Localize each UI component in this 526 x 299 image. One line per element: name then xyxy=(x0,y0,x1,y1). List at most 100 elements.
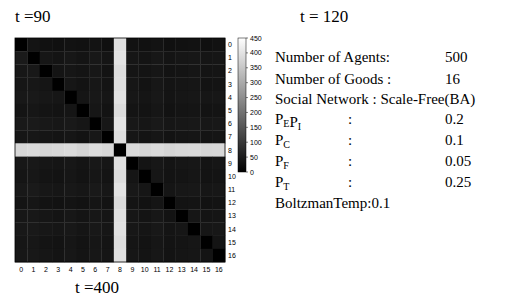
heatmap-cell xyxy=(151,236,164,249)
y-tick-label: 10 xyxy=(228,173,236,180)
heatmap-cell xyxy=(151,130,164,143)
y-tick-label: 8 xyxy=(228,147,232,154)
heatmap-cell xyxy=(213,130,226,143)
heatmap-cell xyxy=(64,78,77,91)
heatmap-cell xyxy=(139,64,152,77)
colorbar-tick xyxy=(246,97,248,98)
heatmap-cell xyxy=(126,183,139,196)
heatmap-cell xyxy=(52,209,65,222)
colorbar-tick-label: 50 xyxy=(250,154,258,161)
heatmap-cell xyxy=(40,51,53,64)
heatmap-cell xyxy=(89,196,102,209)
heatmap-cell xyxy=(176,143,189,156)
parameter-separator: : xyxy=(348,132,352,148)
heatmap-cell xyxy=(139,170,152,183)
heatmap-cell xyxy=(89,222,102,235)
heatmap-cell xyxy=(114,157,127,170)
heatmap-cell xyxy=(200,157,213,170)
heatmap-cell xyxy=(52,38,65,51)
heatmap-cell xyxy=(101,157,114,170)
heatmap-cell xyxy=(151,157,164,170)
heatmap-cell xyxy=(213,236,226,249)
heatmap-cell xyxy=(15,249,28,262)
heatmap-cell xyxy=(126,104,139,117)
heatmap-cell xyxy=(176,209,189,222)
heatmap-cell xyxy=(213,157,226,170)
y-tick-label: 3 xyxy=(228,81,232,88)
heatmap-cell xyxy=(139,38,152,51)
label-text: Number of Agents: xyxy=(275,49,390,65)
heatmap-cell xyxy=(52,130,65,143)
heatmap-cell xyxy=(213,64,226,77)
heatmap-cell xyxy=(176,51,189,64)
heatmap-cell xyxy=(77,249,90,262)
heatmap-cell xyxy=(114,38,127,51)
parameter-label: PT xyxy=(275,174,289,192)
y-tick-label: 4 xyxy=(228,94,232,101)
heatmap-cell xyxy=(200,130,213,143)
heatmap-cell xyxy=(176,104,189,117)
heatmap-cell xyxy=(101,236,114,249)
heatmap-cell xyxy=(64,38,77,51)
heatmap-cell xyxy=(77,183,90,196)
heatmap-cell xyxy=(200,222,213,235)
heatmap-cell xyxy=(77,38,90,51)
heatmap-cell xyxy=(188,209,201,222)
heatmap-cell xyxy=(101,117,114,130)
colorbar xyxy=(238,38,246,172)
heatmap-cell xyxy=(15,143,28,156)
heatmap-cell xyxy=(64,170,77,183)
heatmap-cell xyxy=(15,157,28,170)
x-tick-label: 9 xyxy=(130,266,134,273)
heatmap-cell xyxy=(213,170,226,183)
heatmap-cell xyxy=(126,91,139,104)
heatmap-cell xyxy=(213,196,226,209)
heatmap-cell xyxy=(77,51,90,64)
heatmap-cell xyxy=(139,183,152,196)
x-tick-label: 6 xyxy=(93,266,97,273)
parameter-label: Number of Agents: xyxy=(275,49,390,65)
heatmap-cell xyxy=(101,51,114,64)
heatmap-cell xyxy=(77,117,90,130)
heatmap-cell xyxy=(163,157,176,170)
heatmap-cell xyxy=(163,91,176,104)
heatmap-cell xyxy=(27,170,40,183)
heatmap-cell xyxy=(114,117,127,130)
label-subscript: C xyxy=(283,139,290,150)
heatmap-cell xyxy=(188,78,201,91)
heatmap-cell xyxy=(151,209,164,222)
heatmap-cell xyxy=(163,78,176,91)
heatmap-cell xyxy=(114,104,127,117)
heatmap-cell xyxy=(151,183,164,196)
heatmap-cell xyxy=(64,104,77,117)
heatmap-cell xyxy=(40,222,53,235)
heatmap-cell xyxy=(27,249,40,262)
heatmap-cell xyxy=(163,104,176,117)
heatmap-cell xyxy=(52,64,65,77)
colorbar-tick-label: 250 xyxy=(250,94,262,101)
heatmap-cell xyxy=(176,64,189,77)
heatmap-cell xyxy=(188,183,201,196)
parameter-label: Number of Goods : xyxy=(275,71,391,87)
heatmap-cell xyxy=(151,38,164,51)
heatmap-cell xyxy=(139,222,152,235)
parameter-value: 0.1 xyxy=(445,132,464,148)
heatmap-cell xyxy=(40,249,53,262)
heatmap-cell xyxy=(176,130,189,143)
heatmap-cell xyxy=(77,91,90,104)
heatmap-cell xyxy=(151,143,164,156)
heatmap-cell xyxy=(15,38,28,51)
heatmap-cell xyxy=(213,38,226,51)
heatmap-cell xyxy=(27,64,40,77)
heatmap-cell xyxy=(15,91,28,104)
heatmap-cell xyxy=(64,183,77,196)
heatmap-cell xyxy=(176,170,189,183)
heatmap-cell xyxy=(188,143,201,156)
heatmap-cell xyxy=(77,64,90,77)
heatmap-cell xyxy=(27,130,40,143)
heatmap-cell xyxy=(40,209,53,222)
heatmap-cells xyxy=(15,38,225,262)
heatmap-frame xyxy=(15,38,225,262)
x-tick-label: 11 xyxy=(153,266,160,273)
heatmap-cell xyxy=(151,51,164,64)
